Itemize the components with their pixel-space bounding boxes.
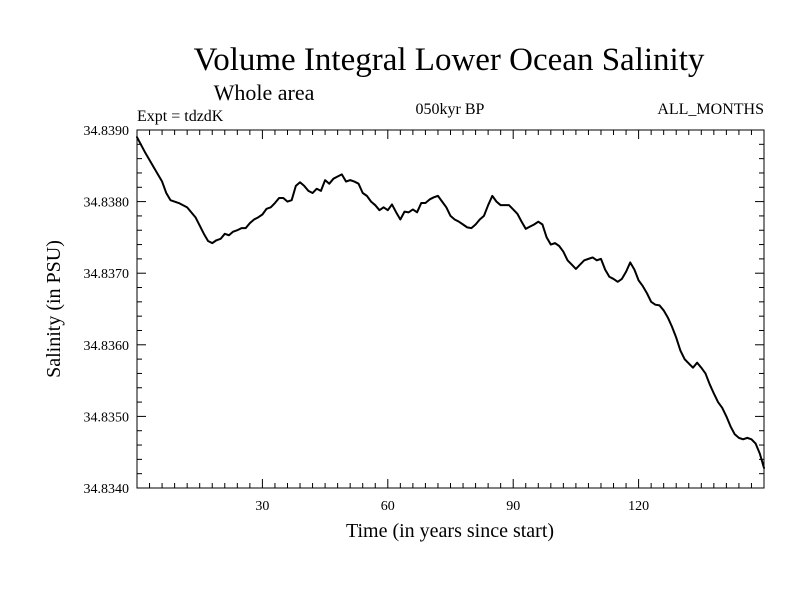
experiment-label: Expt = tdzdK bbox=[137, 108, 224, 125]
plot-frame bbox=[136, 129, 765, 489]
y-tick-label: 34.8340 bbox=[84, 482, 130, 497]
y-axis-label: Salinity (in PSU) bbox=[43, 240, 65, 378]
y-tick-label: 34.8380 bbox=[84, 196, 130, 211]
months-label: ALL_MONTHS bbox=[657, 101, 764, 118]
y-tick-labels: 34.8340 34.8350 34.8360 34.8370 34.8380 34.83… bbox=[84, 124, 130, 497]
y-tick-label: 34.8360 bbox=[84, 339, 130, 354]
chart-subtitle: Whole area bbox=[214, 80, 315, 105]
x-tick-label: 60 bbox=[381, 499, 395, 514]
x-tick-label: 30 bbox=[255, 499, 269, 514]
y-tick-label: 34.8390 bbox=[84, 124, 130, 139]
y-tick-label: 34.8350 bbox=[84, 410, 130, 425]
axis-ticks bbox=[136, 129, 765, 489]
salinity-series-line bbox=[136, 136, 765, 469]
y-tick-label: 34.8370 bbox=[84, 267, 130, 282]
x-tick-labels: 30 60 90 120 bbox=[255, 499, 649, 514]
x-tick-label: 120 bbox=[628, 499, 649, 514]
chart-title: Volume Integral Lower Ocean Salinity bbox=[194, 42, 705, 78]
period-label: 050kyr BP bbox=[416, 101, 485, 118]
x-axis-label: Time (in years since start) bbox=[346, 520, 554, 542]
x-tick-label: 90 bbox=[506, 499, 520, 514]
